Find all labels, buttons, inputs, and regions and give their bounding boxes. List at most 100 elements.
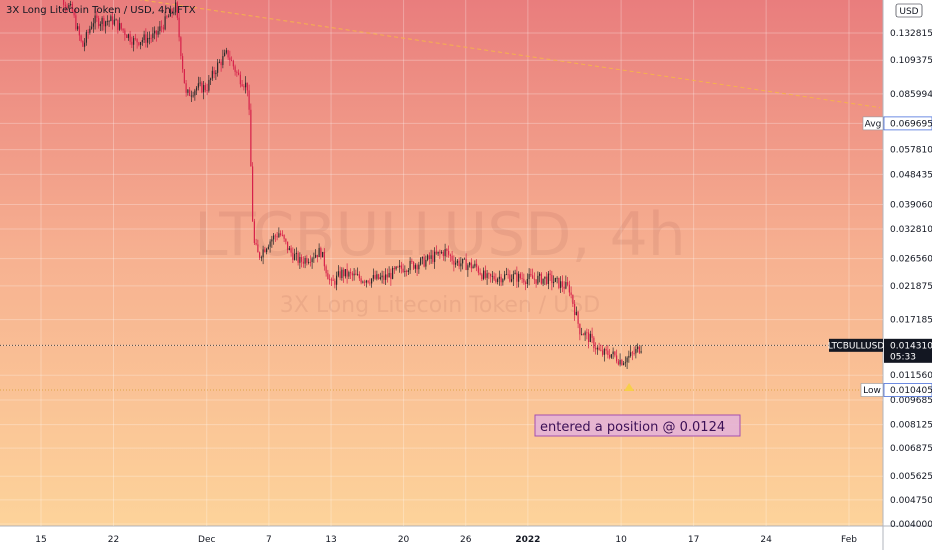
candle-body bbox=[92, 23, 94, 27]
candle-body bbox=[514, 272, 516, 275]
candle-body bbox=[276, 236, 278, 238]
candle-body bbox=[148, 37, 150, 39]
candle-body bbox=[623, 363, 625, 366]
candle-body bbox=[302, 261, 304, 264]
candle-body bbox=[558, 277, 560, 288]
candle-body bbox=[441, 252, 443, 253]
candle-body bbox=[245, 82, 247, 88]
candle-body bbox=[168, 16, 170, 18]
candle-body bbox=[617, 361, 619, 365]
candle-body bbox=[407, 270, 409, 272]
candle-body bbox=[127, 34, 129, 38]
candle-body bbox=[327, 273, 329, 280]
candle-body bbox=[315, 254, 317, 258]
x-tick-label: 17 bbox=[688, 535, 699, 545]
currency-button[interactable] bbox=[895, 3, 923, 18]
watermark-description: 3X Long Litecoin Token / USD bbox=[280, 293, 600, 318]
candle-body bbox=[68, 4, 70, 9]
candle-body bbox=[178, 17, 180, 38]
candle-body bbox=[309, 261, 311, 263]
candle-body bbox=[519, 273, 521, 279]
last-price-value: 0.014310 bbox=[890, 341, 932, 351]
candle-body bbox=[497, 278, 499, 282]
candle-body bbox=[152, 33, 154, 38]
candle-body bbox=[231, 60, 233, 61]
candle-body bbox=[105, 21, 107, 27]
candle-body bbox=[236, 71, 238, 73]
candle-body bbox=[140, 42, 142, 46]
candle-body bbox=[521, 278, 523, 279]
candle-body bbox=[344, 269, 346, 277]
candle-body bbox=[549, 273, 551, 275]
candle-body bbox=[591, 333, 593, 338]
candle-body bbox=[253, 221, 255, 243]
candle-body bbox=[402, 268, 404, 272]
candle-body bbox=[297, 252, 299, 263]
candle-body bbox=[290, 248, 292, 253]
candle-body bbox=[593, 337, 595, 349]
candle-body bbox=[99, 23, 101, 27]
candle-body bbox=[414, 265, 416, 269]
candle-body bbox=[173, 12, 175, 14]
candle-body bbox=[183, 69, 185, 84]
candle-body bbox=[166, 16, 168, 18]
candle-body bbox=[133, 38, 135, 45]
candle-body bbox=[126, 35, 128, 38]
y-tick-label: 0.004750 bbox=[890, 496, 932, 506]
candle-body bbox=[280, 233, 282, 235]
candle-body bbox=[579, 323, 581, 335]
candle-body bbox=[477, 267, 479, 273]
candle-body bbox=[162, 27, 164, 30]
candle-body bbox=[330, 279, 332, 281]
last-price-marker: LTCBULLUSD 0.014310 05:33 bbox=[828, 338, 932, 363]
y-tick-label: 0.009685 bbox=[890, 396, 932, 406]
candle-body bbox=[171, 9, 173, 14]
candle-body bbox=[379, 277, 381, 279]
candle-body bbox=[196, 87, 198, 91]
candle-body bbox=[252, 166, 254, 222]
candle-body bbox=[73, 11, 75, 16]
candle-body bbox=[614, 351, 616, 356]
candle-body bbox=[322, 251, 324, 258]
candle-body bbox=[257, 244, 259, 253]
candle-body bbox=[232, 60, 234, 67]
candle-body bbox=[64, 4, 66, 7]
candle-body bbox=[565, 282, 567, 289]
candle-body bbox=[526, 278, 528, 284]
candle-body bbox=[420, 258, 422, 265]
x-tick-label: 2022 bbox=[515, 535, 540, 545]
x-tick-label: Feb bbox=[841, 535, 857, 545]
candle-body bbox=[332, 279, 334, 281]
candle-body bbox=[66, 6, 68, 9]
candle-body bbox=[637, 346, 639, 350]
candle-body bbox=[381, 275, 383, 278]
candle-body bbox=[106, 21, 108, 22]
low-marker-triangle bbox=[624, 382, 635, 391]
candle-body bbox=[481, 274, 483, 280]
candle-body bbox=[640, 351, 642, 353]
candle-body bbox=[334, 280, 336, 285]
candle-body bbox=[371, 278, 373, 284]
x-tick-label: 22 bbox=[108, 535, 119, 545]
candle-body bbox=[523, 278, 525, 283]
candle-body bbox=[612, 351, 614, 355]
candle-body bbox=[108, 21, 110, 22]
candle-body bbox=[255, 242, 257, 245]
candle-body bbox=[378, 274, 380, 279]
candle-body bbox=[227, 50, 229, 58]
candle-body bbox=[388, 272, 390, 278]
candle-body bbox=[605, 348, 607, 351]
candle-body bbox=[117, 19, 119, 30]
candle-body bbox=[241, 84, 243, 87]
candle-body bbox=[428, 255, 430, 259]
candle-body bbox=[518, 273, 520, 282]
position-note[interactable]: entered a position @ 0.0124 bbox=[534, 414, 741, 437]
candle-body bbox=[490, 273, 492, 277]
candle-body bbox=[621, 359, 623, 366]
candle-body bbox=[304, 258, 306, 264]
candle-body bbox=[336, 275, 338, 285]
candle-body bbox=[467, 265, 469, 271]
candle-body bbox=[355, 273, 357, 275]
